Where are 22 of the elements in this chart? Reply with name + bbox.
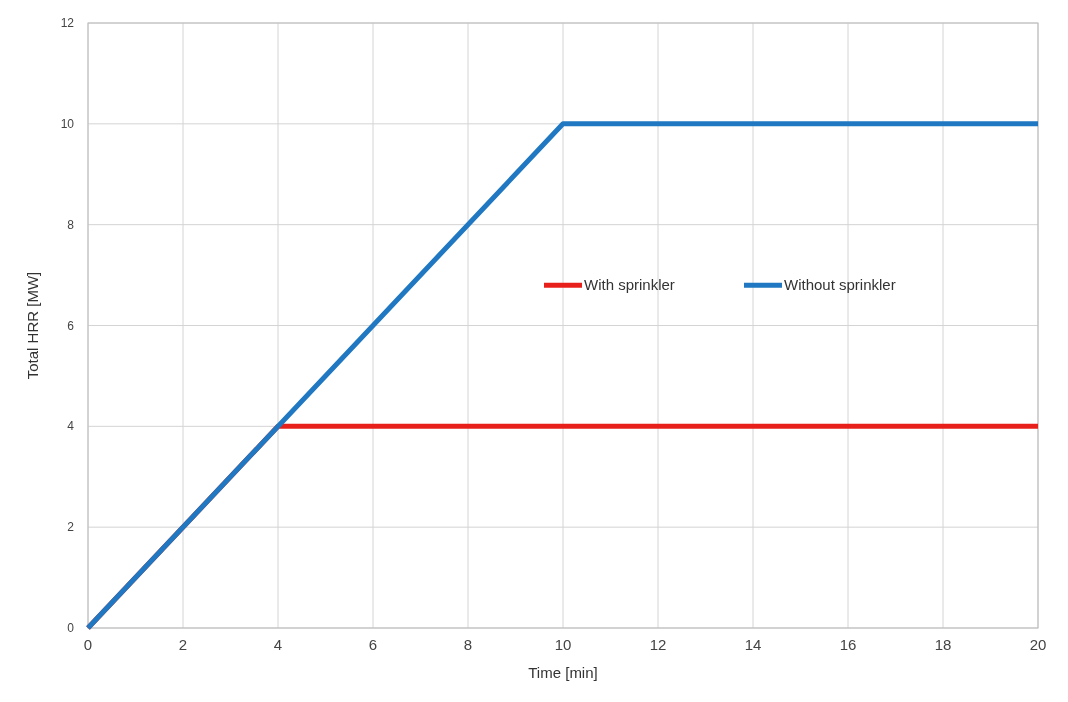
- x-tick-label: 20: [1029, 636, 1047, 653]
- x-tick-label: 12: [649, 636, 667, 653]
- x-tick-label: 14: [744, 636, 762, 653]
- legend-label: Without sprinkler: [784, 276, 896, 294]
- x-tick-label: 18: [934, 636, 952, 653]
- x-tick-label: 8: [463, 636, 473, 653]
- x-tick-label: 0: [83, 636, 93, 653]
- legend-label: With sprinkler: [584, 276, 675, 294]
- x-tick-label: 6: [368, 636, 378, 653]
- x-tick-label: 16: [839, 636, 857, 653]
- y-tick-label: 12: [60, 16, 75, 30]
- x-tick-label: 2: [178, 636, 188, 653]
- y-axis-title: Total HRR [MW]: [24, 271, 41, 380]
- x-tick-label: 10: [554, 636, 572, 653]
- y-tick-label: 8: [67, 217, 75, 232]
- x-tick-label: 4: [273, 636, 283, 653]
- y-tick-label: 10: [60, 116, 75, 131]
- y-tick-label: 2: [67, 520, 75, 535]
- y-tick-label: 6: [67, 318, 75, 333]
- x-axis-title: Time [min]: [528, 664, 598, 681]
- y-tick-label: 0: [67, 621, 75, 635]
- y-tick-label: 4: [67, 419, 75, 434]
